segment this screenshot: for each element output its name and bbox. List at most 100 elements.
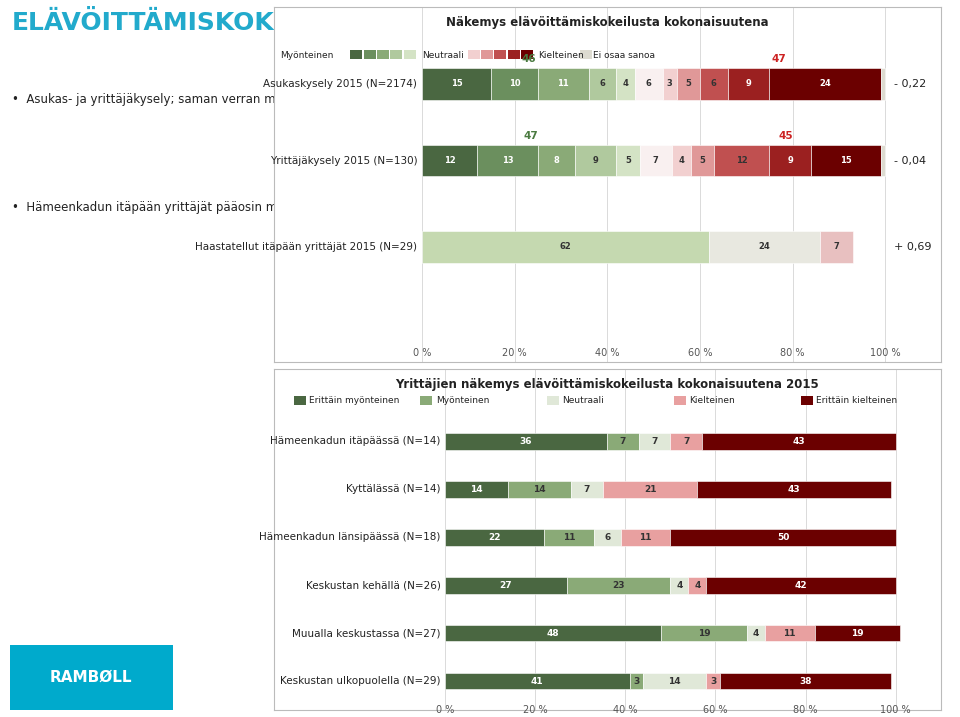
- Text: 20 %: 20 %: [523, 705, 547, 715]
- Text: 42: 42: [795, 581, 807, 589]
- Text: 4: 4: [694, 581, 701, 589]
- Text: 5: 5: [699, 156, 706, 165]
- Text: Kielteinen: Kielteinen: [538, 51, 584, 60]
- Text: 14: 14: [470, 485, 483, 494]
- Bar: [728, 68, 769, 100]
- Text: 7: 7: [584, 485, 590, 494]
- Text: 9: 9: [787, 156, 793, 165]
- Text: Kielteinen: Kielteinen: [689, 397, 735, 405]
- Text: 27: 27: [499, 581, 512, 589]
- Bar: [547, 397, 559, 405]
- Text: 36: 36: [519, 437, 532, 446]
- Bar: [575, 145, 616, 176]
- FancyBboxPatch shape: [7, 644, 176, 711]
- Bar: [294, 397, 305, 405]
- Text: 19: 19: [852, 629, 864, 637]
- Text: 6: 6: [604, 533, 611, 541]
- Bar: [421, 68, 492, 100]
- Bar: [670, 528, 896, 546]
- Bar: [714, 145, 769, 176]
- Bar: [603, 481, 697, 498]
- Text: Neutraali: Neutraali: [422, 51, 464, 60]
- Text: 4: 4: [679, 156, 684, 165]
- Bar: [544, 528, 593, 546]
- Text: 3: 3: [634, 677, 639, 685]
- Bar: [566, 576, 670, 594]
- Bar: [815, 625, 900, 642]
- Bar: [677, 68, 700, 100]
- Bar: [697, 481, 891, 498]
- Text: 6: 6: [710, 80, 717, 88]
- Bar: [494, 49, 507, 59]
- Bar: [521, 49, 533, 59]
- Bar: [720, 673, 891, 690]
- Bar: [801, 397, 813, 405]
- Text: Kyttälässä (N=14): Kyttälässä (N=14): [346, 484, 441, 494]
- Bar: [492, 68, 538, 100]
- Text: 11: 11: [563, 533, 575, 541]
- Text: 48: 48: [547, 629, 560, 637]
- Text: 7: 7: [620, 437, 626, 446]
- Bar: [444, 673, 630, 690]
- Bar: [593, 528, 621, 546]
- Bar: [747, 625, 765, 642]
- Bar: [769, 68, 880, 100]
- Text: 40 %: 40 %: [613, 705, 637, 715]
- Text: 9: 9: [592, 156, 598, 165]
- Text: RAMBØLL: RAMBØLL: [50, 670, 132, 685]
- Text: + 0,69: + 0,69: [895, 242, 932, 252]
- Text: 38: 38: [800, 677, 812, 685]
- Bar: [643, 673, 707, 690]
- Text: 5: 5: [625, 156, 631, 165]
- Bar: [481, 49, 493, 59]
- Text: 60 %: 60 %: [703, 705, 728, 715]
- Text: 13: 13: [502, 156, 514, 165]
- Text: 46: 46: [521, 54, 536, 65]
- Bar: [364, 49, 375, 59]
- Bar: [674, 397, 686, 405]
- Bar: [702, 433, 896, 450]
- Text: 12: 12: [735, 156, 748, 165]
- Bar: [621, 528, 670, 546]
- Bar: [444, 625, 661, 642]
- Text: 24: 24: [758, 242, 771, 252]
- Text: 40 %: 40 %: [595, 348, 619, 358]
- Text: 10: 10: [509, 80, 520, 88]
- Text: 12: 12: [444, 156, 456, 165]
- Bar: [508, 481, 571, 498]
- Text: Erittäin kielteinen: Erittäin kielteinen: [816, 397, 898, 405]
- Text: Asukaskysely 2015 (N=2174): Asukaskysely 2015 (N=2174): [263, 79, 418, 89]
- Bar: [538, 68, 588, 100]
- Bar: [468, 49, 480, 59]
- Text: Myönteinen: Myönteinen: [280, 51, 334, 60]
- Text: Näkemys elävöittämiskokeilusta kokonaisuutena: Näkemys elävöittämiskokeilusta kokonaisu…: [445, 16, 769, 29]
- Text: Neutraali: Neutraali: [563, 397, 604, 405]
- Text: Erittäin myönteinen: Erittäin myönteinen: [309, 397, 399, 405]
- Text: Hämeenkadun itäpäässä (N=14): Hämeenkadun itäpäässä (N=14): [270, 436, 441, 446]
- Text: 23: 23: [612, 581, 625, 589]
- Bar: [444, 481, 508, 498]
- Text: 11: 11: [558, 80, 569, 88]
- Bar: [661, 625, 747, 642]
- Text: 7: 7: [833, 242, 839, 252]
- Text: 0 %: 0 %: [413, 348, 431, 358]
- Text: 4: 4: [753, 629, 759, 637]
- Text: 11: 11: [783, 629, 796, 637]
- Text: 14: 14: [668, 677, 682, 685]
- Text: 3: 3: [710, 677, 716, 685]
- Text: 41: 41: [531, 677, 543, 685]
- Text: 24: 24: [819, 80, 830, 88]
- Bar: [421, 231, 709, 263]
- Text: 5: 5: [685, 80, 691, 88]
- Bar: [444, 528, 544, 546]
- Text: Hämeenkadun länsipäässä (N=18): Hämeenkadun länsipäässä (N=18): [259, 532, 441, 542]
- Bar: [769, 145, 811, 176]
- Text: 47: 47: [523, 131, 539, 141]
- Bar: [630, 673, 643, 690]
- Text: - 0,22: - 0,22: [895, 79, 926, 89]
- Bar: [377, 49, 389, 59]
- Bar: [670, 576, 688, 594]
- Text: 0 %: 0 %: [436, 705, 454, 715]
- Text: 20 %: 20 %: [502, 348, 527, 358]
- Bar: [707, 576, 896, 594]
